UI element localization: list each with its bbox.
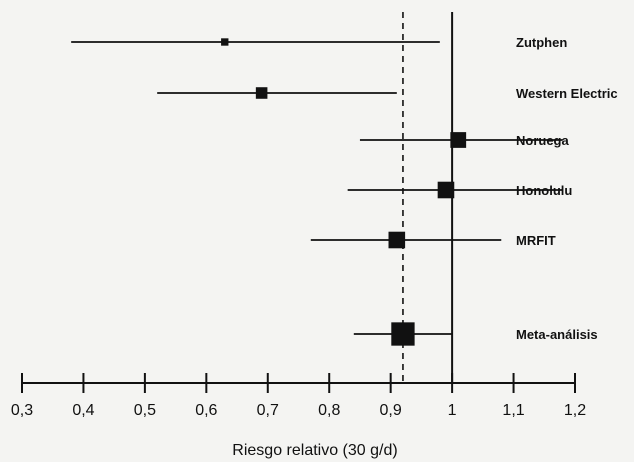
study-label: Meta-análisis [516,327,598,342]
point-estimate-marker [450,132,467,148]
point-estimate-marker [437,181,455,199]
study-label: Honolulu [516,183,572,198]
point-estimate-marker [388,231,406,249]
point-estimate-marker [221,38,229,46]
study-label: Zutphen [516,35,567,50]
x-tick-label: 0,8 [318,402,340,419]
x-axis: 0,3 0,4 0,5 0,6 0,7 0,8 0,9 1 1,1 1,2 [11,373,586,419]
x-tick-label: 0,5 [134,402,156,419]
x-tick-label: 0,7 [257,402,279,419]
x-tick-label: 0,4 [72,402,94,419]
study-row: MRFIT [310,231,556,249]
x-tick-label: 1,1 [502,402,524,419]
study-label: Noruega [516,133,570,148]
x-tick-label: 0,6 [195,402,217,419]
point-estimate-marker [255,87,268,99]
x-tick-label: 0,3 [11,402,33,419]
study-row: Zutphen [71,35,567,50]
study-row: Noruega [359,132,570,148]
x-tick-label: 1,2 [564,402,586,419]
study-label: Western Electric [516,86,618,101]
study-row: Meta-análisis [353,322,598,346]
study-label: MRFIT [516,233,556,248]
study-rows: Zutphen Western Electric Noruega Honolulu MR… [71,35,618,346]
study-row: Western Electric [157,86,618,101]
x-axis-title: Riesgo relativo (30 g/d) [232,442,397,459]
x-tick-label: 0,9 [380,402,402,419]
study-row: Honolulu [347,181,572,199]
x-tick-label: 1 [448,402,457,419]
point-estimate-marker [391,322,415,346]
